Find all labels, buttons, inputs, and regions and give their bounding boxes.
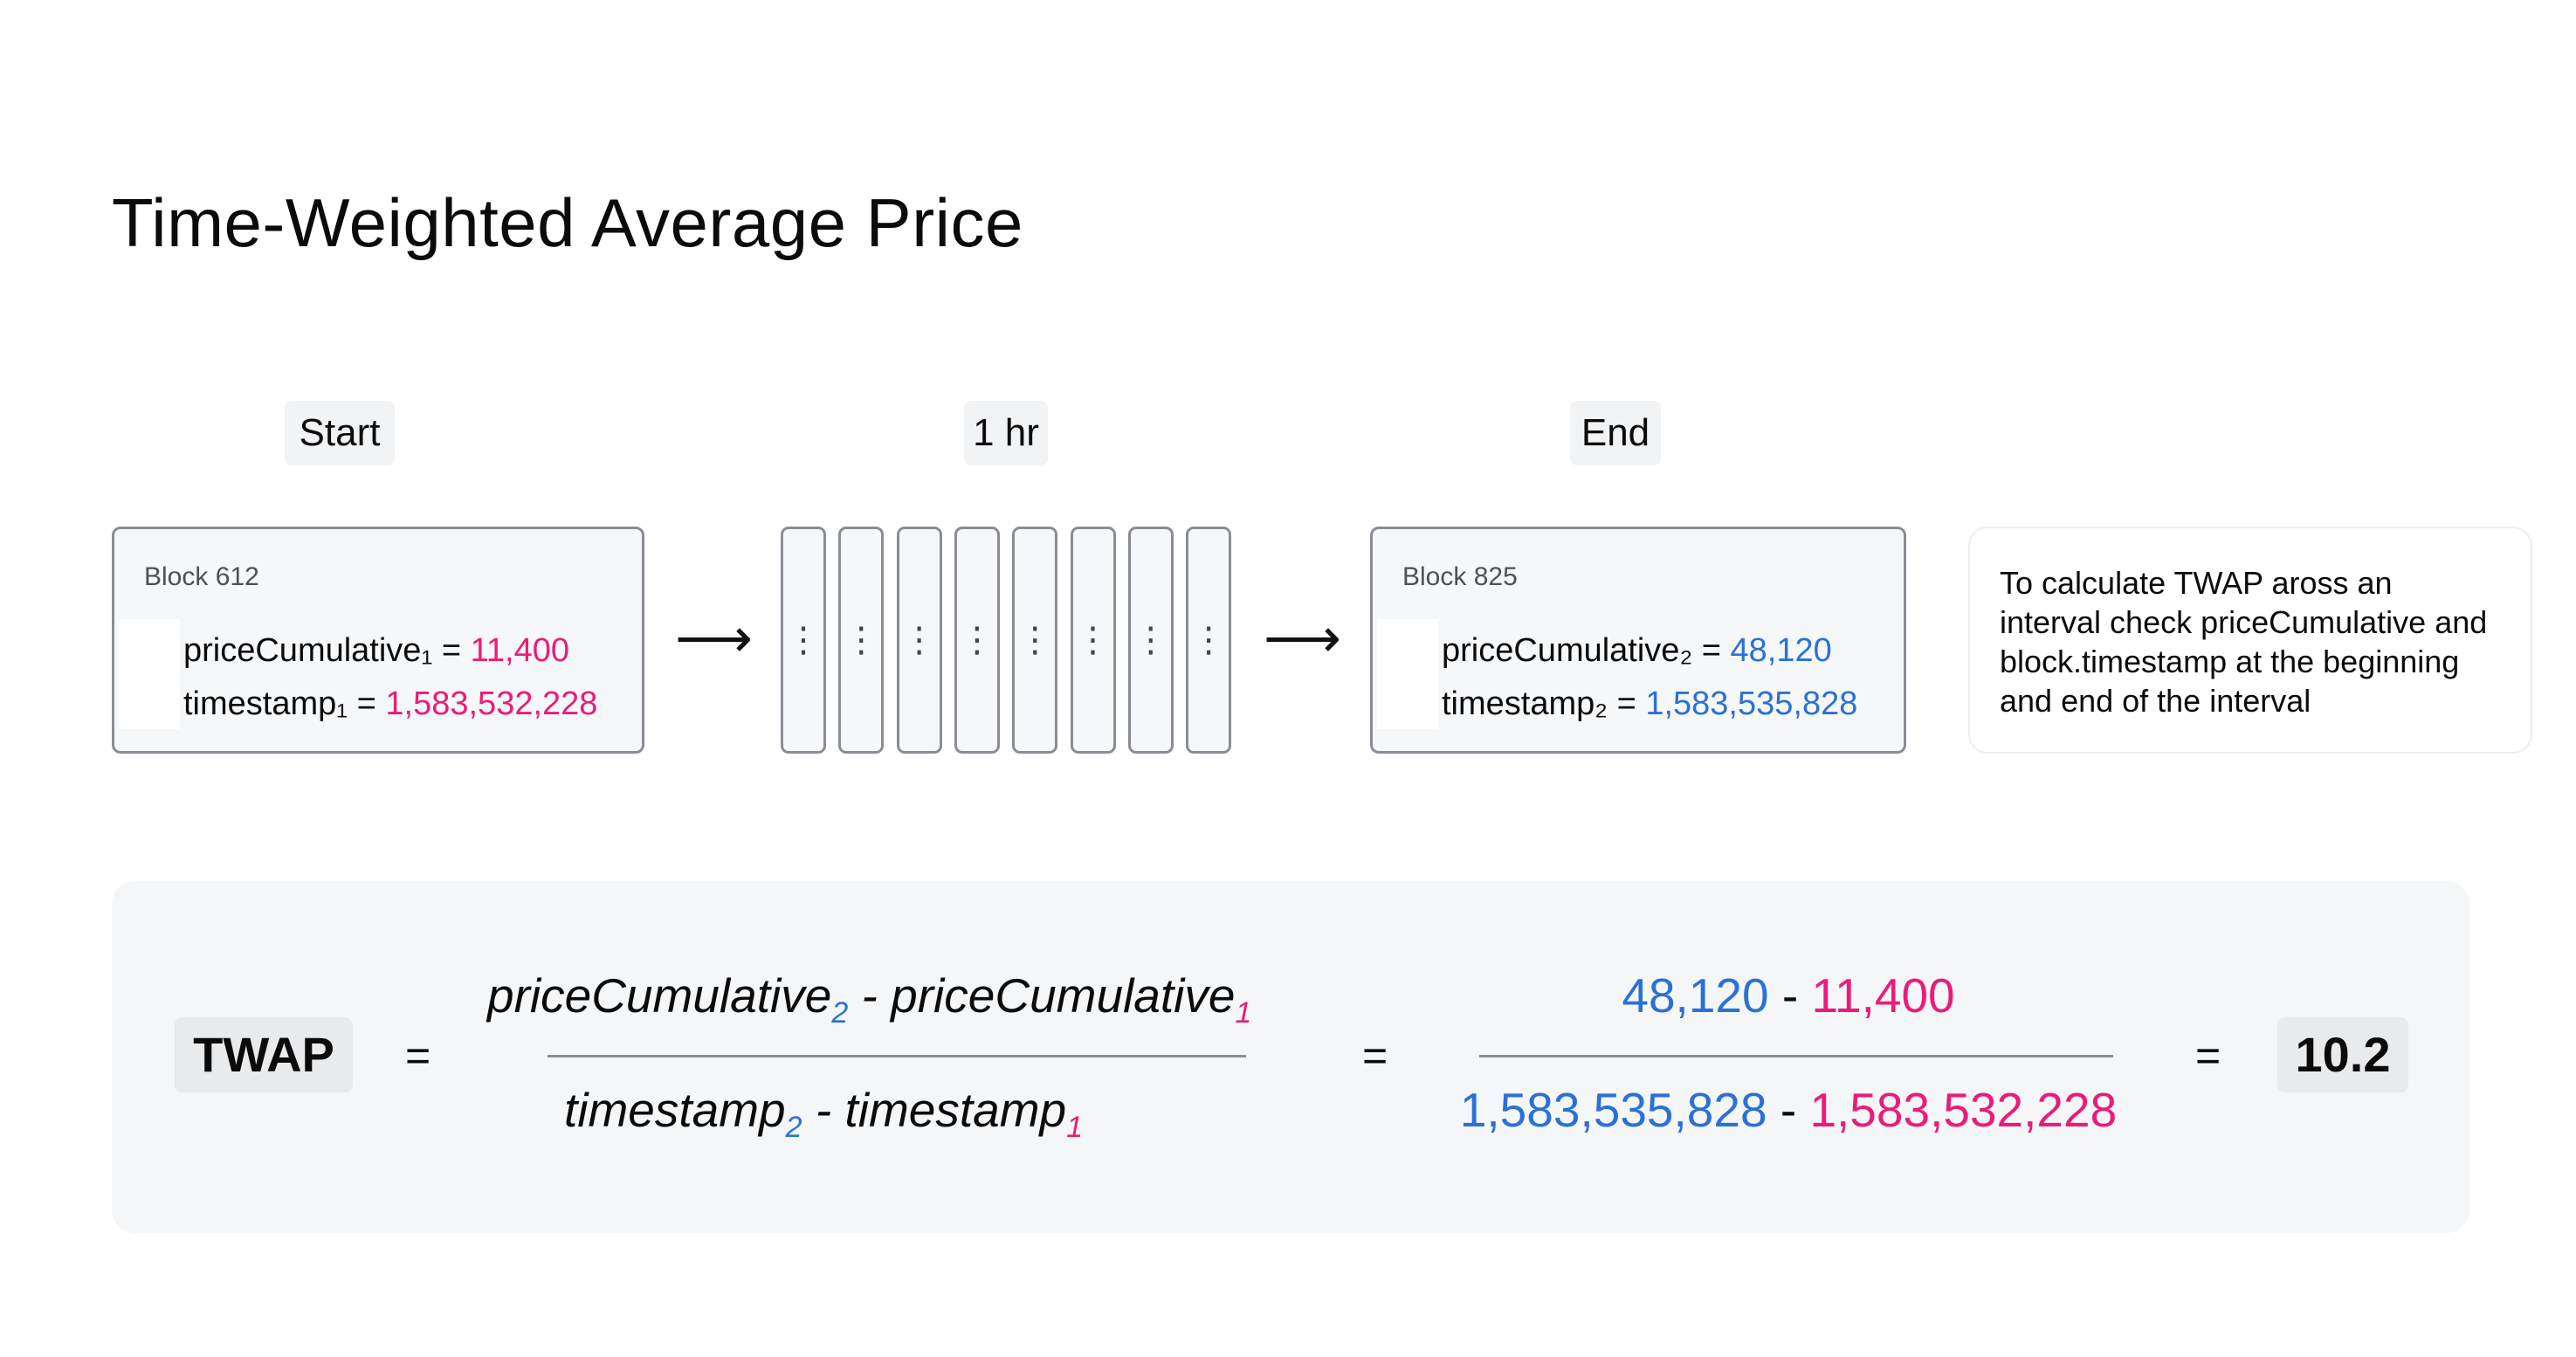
intermediate-block: ⋮ <box>781 527 826 754</box>
fraction-bar <box>548 1055 1246 1057</box>
intermediate-block: ⋮ <box>838 527 885 754</box>
vertical-dots-icon: ⋮ <box>844 621 879 659</box>
numerator-value-b: 11,400 <box>1811 968 1955 1023</box>
start-price-value: 11,400 <box>470 632 569 669</box>
values-denominator: 1,583,535,828 - 1,583,532,228 <box>1422 1082 2155 1138</box>
vertical-dots-icon: ⋮ <box>959 621 995 659</box>
info-note: To calculate TWAP aross an interval chec… <box>1968 527 2532 754</box>
formula-panel: TWAP = priceCumulative2 - priceCumulativ… <box>112 881 2469 1233</box>
end-time-value: 1,583,535,828 <box>1645 685 1858 722</box>
end-price-value: 48,120 <box>1730 632 1832 669</box>
arrow-right-icon: ⟶ <box>675 609 753 669</box>
formula-denominator: timestamp2 - timestamp1 <box>487 1082 1160 1145</box>
denominator-sub-b: 1 <box>1066 1111 1084 1144</box>
numerator-term-b: priceCumulative <box>891 968 1236 1023</box>
intermediate-block: ⋮ <box>1070 527 1116 754</box>
start-time-value: 1,583,532,228 <box>385 685 598 722</box>
end-block-pad <box>1377 619 1438 729</box>
denominator-term-b: timestamp <box>844 1083 1067 1137</box>
equals-sign: = <box>405 1031 431 1080</box>
start-block: Block 612 priceCumulative₁ = 11,400 time… <box>112 527 644 754</box>
end-label: End <box>1570 401 1661 465</box>
vertical-dots-icon: ⋮ <box>786 621 821 659</box>
denominator-sub-a: 2 <box>785 1111 802 1144</box>
start-block-title: Block 612 <box>144 562 259 591</box>
end-price-line: priceCumulative₂ = 48,120 <box>1442 632 1832 670</box>
start-price-line: priceCumulative₁ = 11,400 <box>183 632 569 670</box>
equals-sign: = <box>1362 1031 1388 1080</box>
twap-label: TWAP <box>175 1017 353 1092</box>
vertical-dots-icon: ⋮ <box>901 621 937 659</box>
start-time-label: timestamp₁ = <box>183 685 386 722</box>
denominator-minus: - <box>802 1083 845 1137</box>
denominator-value-a: 1,583,535,828 <box>1459 1083 1767 1137</box>
denominator-value-b: 1,583,532,228 <box>1809 1083 2118 1137</box>
numerator-minus: - <box>848 968 892 1023</box>
numerator-value-a: 48,120 <box>1622 968 1769 1023</box>
end-time-label: timestamp₂ = <box>1442 685 1646 722</box>
start-block-pad <box>119 619 180 729</box>
end-block-title: Block 825 <box>1402 562 1518 591</box>
intermediate-block: ⋮ <box>1186 527 1232 754</box>
end-block: Block 825 priceCumulative₂ = 48,120 time… <box>1370 527 1906 754</box>
intermediate-block: ⋮ <box>896 527 942 754</box>
result-value: 10.2 <box>2277 1017 2408 1092</box>
intermediate-block: ⋮ <box>954 527 1000 754</box>
start-label: Start <box>285 401 395 465</box>
numerator-sub-b: 1 <box>1235 996 1252 1030</box>
start-price-label: priceCumulative₁ = <box>183 632 471 669</box>
values-numerator: 48,120 - 11,400 <box>1448 968 2129 1023</box>
vertical-dots-icon: ⋮ <box>1133 621 1168 659</box>
formula-numerator: priceCumulative2 - priceCumulative1 <box>487 968 1251 1030</box>
arrow-right-icon: ⟶ <box>1264 609 1341 669</box>
intermediate-block: ⋮ <box>1127 527 1174 754</box>
vertical-dots-icon: ⋮ <box>1191 621 1227 659</box>
fraction-bar <box>1479 1055 2113 1057</box>
interval-label: 1 hr <box>964 401 1048 465</box>
vertical-dots-icon: ⋮ <box>1075 621 1111 659</box>
end-price-label: priceCumulative₂ = <box>1442 632 1731 669</box>
intermediate-block: ⋮ <box>1012 527 1058 754</box>
end-time-line: timestamp₂ = 1,583,535,828 <box>1442 685 1857 723</box>
denominator-term-a: timestamp <box>563 1083 786 1137</box>
start-time-line: timestamp₁ = 1,583,532,228 <box>183 685 597 723</box>
intermediate-blocks: ⋮ ⋮ ⋮ ⋮ ⋮ ⋮ ⋮ ⋮ <box>781 527 1235 754</box>
page-title: Time-Weighted Average Price <box>112 184 1023 261</box>
equals-sign: = <box>2195 1031 2221 1080</box>
numerator-value-minus: - <box>1768 968 1812 1023</box>
denominator-value-minus: - <box>1767 1083 1810 1137</box>
vertical-dots-icon: ⋮ <box>1017 621 1053 659</box>
numerator-sub-a: 2 <box>831 996 849 1030</box>
numerator-term-a: priceCumulative <box>487 968 832 1023</box>
